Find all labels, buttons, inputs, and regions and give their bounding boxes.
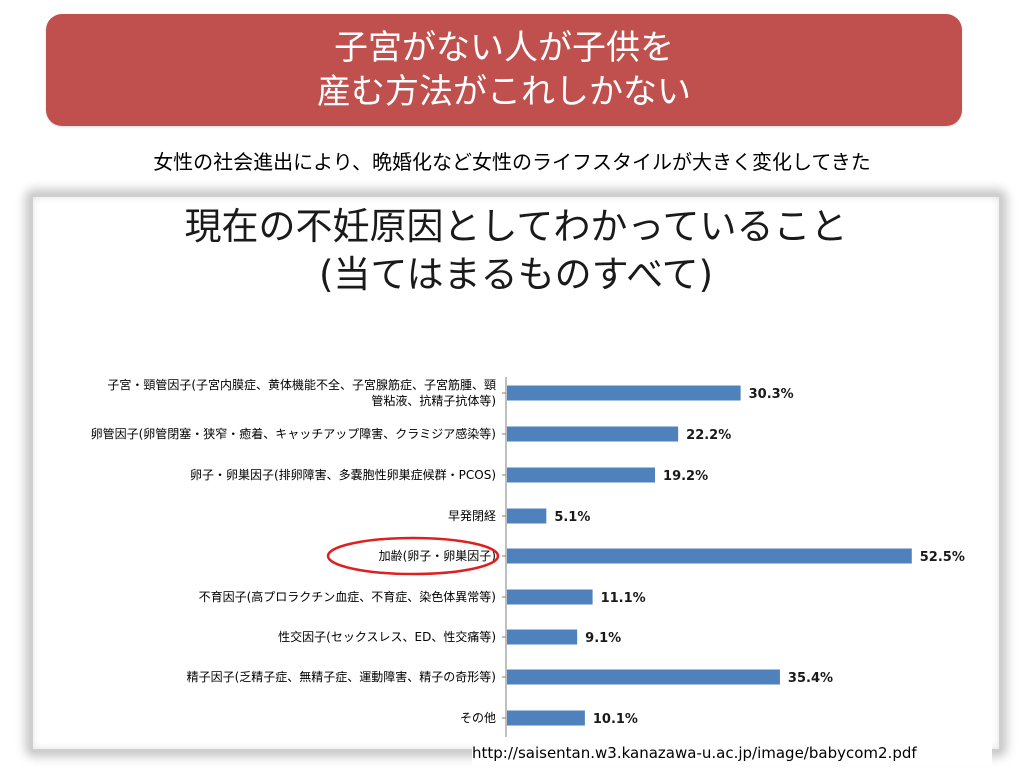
value-label: 19.2% (663, 469, 708, 484)
value-label: 30.3% (749, 387, 794, 402)
bar (507, 508, 547, 524)
bar (507, 629, 578, 645)
bar (507, 385, 741, 401)
value-label: 5.1% (554, 510, 590, 525)
bar (507, 467, 656, 483)
value-label: 10.1% (593, 712, 638, 727)
category-label: 性交因子(セックスレス、ED、性交痛等) (278, 629, 496, 644)
slide-subtitle: 女性の社会進出により、晩婚化など女性のライフスタイルが大きく変化してきた (153, 150, 871, 174)
slide-title-line-1: 子宮がない人が子供を (334, 28, 674, 68)
value-label: 52.5% (920, 550, 965, 565)
chart-title-line-2: (当てはまるものすべて) (319, 253, 713, 296)
bar (507, 710, 585, 726)
value-label: 9.1% (585, 631, 621, 646)
source-url[interactable]: http://saisentan.w3.kanazawa-u.ac.jp/ima… (472, 741, 992, 765)
value-label: 35.4% (788, 671, 833, 686)
title-banner: 子宮がない人が子供を 産む方法がこれしかない (46, 14, 962, 126)
value-label: 11.1% (601, 591, 646, 606)
bar (507, 426, 679, 442)
highlight-circle (326, 536, 500, 576)
slide-title-line-2: 産む方法がこれしかない (317, 72, 691, 112)
value-label: 22.2% (686, 428, 731, 443)
category-label: その他 (460, 711, 496, 725)
category-label: 卵子・卵巣因子(排卵障害、多嚢胞性卵巣症候群・PCOS) (190, 467, 496, 482)
category-label: 管粘液、抗精子抗体等) (371, 393, 496, 408)
category-label: 子宮・頸管因子(子宮内膜症、黄体機能不全、子宮腺筋症、子宮筋腫、頸 (107, 377, 496, 392)
category-label: 卵管因子(卵管閉塞・狭窄・癒着、キャッチアップ障害、クラミジア感染等) (91, 426, 496, 441)
category-label: 精子因子(乏精子症、無精子症、運動障害、精子の奇形等) (187, 669, 496, 684)
bar-chart: 現在の不妊原因としてわかっていること (当てはまるものすべて) 子宮・頸管因子(子宮… (91, 205, 965, 737)
category-label: 不育因子(高プロラクチン血症、不育症、染色体異常等) (199, 589, 496, 604)
bar (507, 589, 593, 605)
chart-frame: 現在の不妊原因としてわかっていること (当てはまるものすべて) 子宮・頸管因子(子宮… (30, 194, 1002, 752)
chart-title-line-1: 現在の不妊原因としてわかっていること (184, 205, 847, 248)
bar (507, 548, 912, 564)
category-label: 早発閉経 (448, 509, 496, 523)
bar (507, 669, 780, 685)
category-label: 加齢(卵子・卵巣因子) (379, 548, 496, 563)
